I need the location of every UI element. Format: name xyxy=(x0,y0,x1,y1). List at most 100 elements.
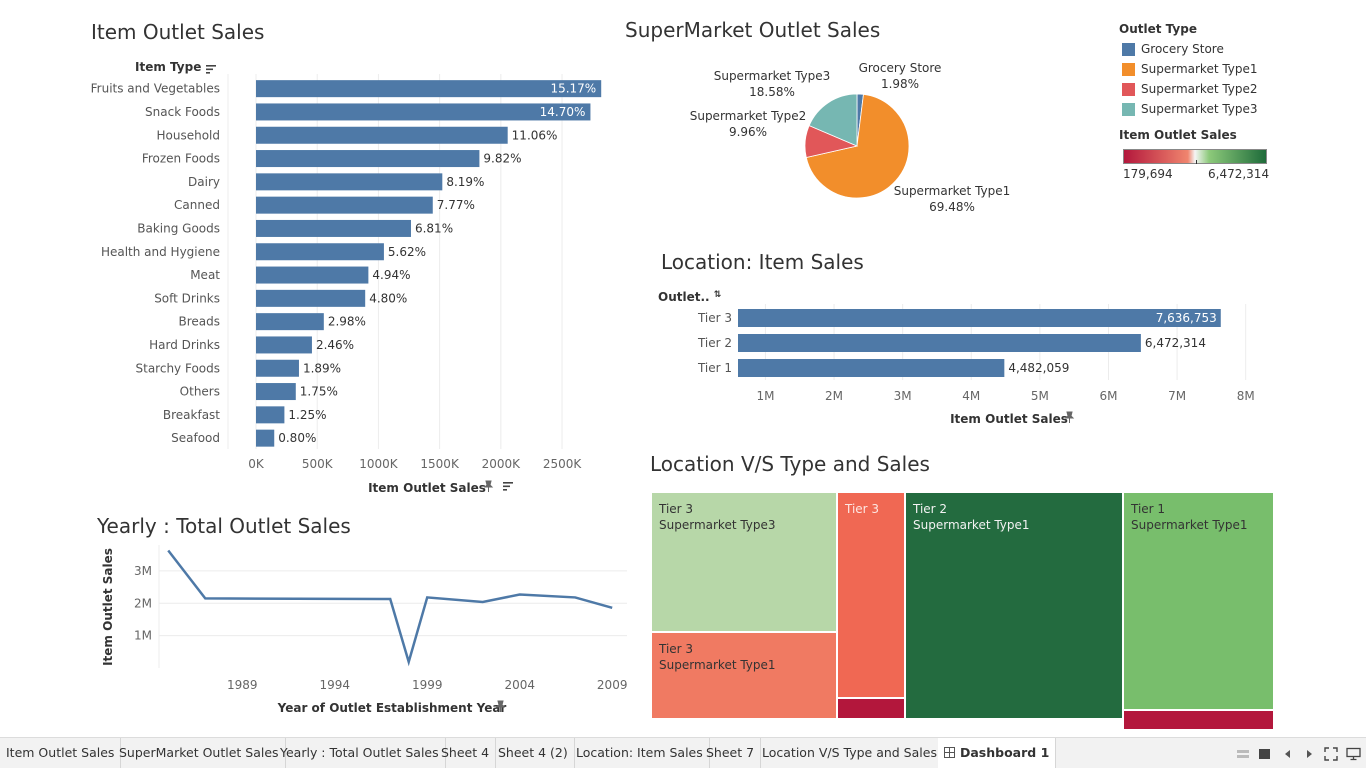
data-label: 14.70% xyxy=(540,105,586,119)
treemap-cell[interactable]: Tier 3 xyxy=(837,492,905,698)
bar[interactable] xyxy=(256,336,312,354)
treemap-cell[interactable]: Tier 3 Supermarket Type3 xyxy=(651,492,837,632)
x-tick-label: 2000K xyxy=(482,457,522,471)
bar[interactable] xyxy=(738,334,1141,352)
treemap-cell[interactable] xyxy=(1123,710,1274,730)
treemap-cell[interactable]: Tier 1 Supermarket Type1 xyxy=(1123,492,1274,710)
data-label: 7.77% xyxy=(437,198,475,212)
sheet-tab-bar: Item Outlet Sales SuperMarket Outlet Sale… xyxy=(0,737,1366,768)
bar[interactable] xyxy=(256,196,433,214)
dashboard-icon xyxy=(944,747,955,758)
bar[interactable] xyxy=(256,126,508,144)
bar[interactable] xyxy=(256,359,299,377)
x-tick-label: 2M xyxy=(825,389,843,403)
pin-icon[interactable] xyxy=(483,480,494,492)
slice-name-label: Supermarket Type1 xyxy=(894,184,1011,198)
slice-percent-label: 9.96% xyxy=(729,125,767,139)
treemap-tier-label: Tier 3 xyxy=(659,502,694,516)
sheet-tab[interactable]: Location V/S Type and Sales xyxy=(756,738,944,768)
bar[interactable] xyxy=(256,173,443,191)
x-axis-title: Item Outlet Sales xyxy=(950,412,1068,426)
treemap-type-label: Supermarket Type3 xyxy=(659,518,776,532)
category-label: Frozen Foods xyxy=(142,152,220,166)
category-label: Meat xyxy=(190,268,220,282)
sheet-tab[interactable]: Sheet 7 xyxy=(700,738,762,768)
bar[interactable] xyxy=(256,383,296,401)
bar[interactable] xyxy=(256,289,366,307)
pie-slice[interactable] xyxy=(808,93,858,147)
y-tick-label: 2M xyxy=(134,596,152,610)
data-label: 15.17% xyxy=(550,82,596,96)
bar[interactable] xyxy=(256,266,369,284)
fullscreen-icon[interactable] xyxy=(1324,746,1338,761)
sheet-tab-label: Item Outlet Sales xyxy=(6,745,115,760)
y-tick-label: 1M xyxy=(134,629,152,643)
legend-label: Grocery Store xyxy=(1141,42,1224,56)
outlet-header[interactable]: Outlet.. ⇅ xyxy=(658,290,721,304)
x-tick-label: 8M xyxy=(1237,389,1255,403)
category-label: Breakfast xyxy=(163,408,220,422)
x-tick-label: 2004 xyxy=(504,678,535,692)
sheet-tab[interactable]: Dashboard 1 xyxy=(938,738,1057,768)
sheet-tab[interactable]: Sheet 4 xyxy=(435,738,497,768)
bar[interactable] xyxy=(256,429,275,447)
item-sales-title: Item Outlet Sales xyxy=(91,20,265,44)
x-tick-label: 0K xyxy=(248,457,265,471)
data-label: 6,472,314 xyxy=(1145,336,1206,350)
y-tick-label: 3M xyxy=(134,564,152,578)
treemap-cell[interactable]: Tier 2 Supermarket Type1 xyxy=(905,492,1123,719)
legend-label: Supermarket Type2 xyxy=(1141,82,1258,96)
sales-line[interactable] xyxy=(167,549,613,667)
bar[interactable] xyxy=(256,219,411,237)
location-sales-title: Location: Item Sales xyxy=(661,250,864,274)
data-label: 2.46% xyxy=(316,338,354,352)
bar[interactable] xyxy=(256,150,480,168)
prev-sheet-icon[interactable] xyxy=(1281,746,1295,760)
sort-icon[interactable] xyxy=(503,482,513,491)
category-label: Starchy Foods xyxy=(136,361,221,375)
category-label: Dairy xyxy=(188,175,220,189)
sheet-tab[interactable]: Sheet 4 (2) xyxy=(492,738,575,768)
data-label: 11.06% xyxy=(512,128,558,142)
data-label: 0.80% xyxy=(278,431,316,445)
legend-label: Supermarket Type1 xyxy=(1141,62,1258,76)
treemap-cell[interactable]: Tier 3 Supermarket Type1 xyxy=(651,632,837,719)
sheet-tab[interactable]: Item Outlet Sales xyxy=(0,738,122,768)
data-label: 6.81% xyxy=(415,221,453,235)
category-label: Tier 1 xyxy=(697,361,732,375)
slice-percent-label: 18.58% xyxy=(749,85,795,99)
bar[interactable] xyxy=(738,359,1005,377)
data-label: 9.82% xyxy=(483,152,521,166)
treemap-cell[interactable] xyxy=(837,698,905,719)
category-label: Tier 3 xyxy=(697,311,732,325)
category-label: Fruits and Vegetables xyxy=(91,82,220,96)
data-label: 5.62% xyxy=(388,245,426,259)
sheet-tab-label: Dashboard 1 xyxy=(960,745,1050,760)
presentation-icon[interactable] xyxy=(1346,746,1361,761)
filmstrip-icon[interactable] xyxy=(1258,746,1272,760)
x-tick-label: 500K xyxy=(302,457,334,471)
sort-icon[interactable] xyxy=(205,63,216,74)
item-type-header[interactable]: Item Type xyxy=(135,60,216,74)
data-label: 4.94% xyxy=(372,268,410,282)
bar[interactable] xyxy=(256,406,285,424)
next-sheet-icon[interactable] xyxy=(1302,746,1316,760)
location-sales-bar-chart: 1M 2M 3M 4M 5M 6M 7M 8M Tier 3 7,636,753 Tier 2 6,4… xyxy=(697,304,1255,426)
bar[interactable] xyxy=(256,80,602,98)
sheet-tab[interactable]: Location: Item Sales xyxy=(570,738,710,768)
pin-icon[interactable] xyxy=(1064,411,1075,423)
sheet-tab[interactable]: SuperMarket Outlet Sales xyxy=(113,738,286,768)
bar[interactable] xyxy=(256,313,324,331)
sheet-tab[interactable]: Yearly : Total Outlet Sales xyxy=(274,738,446,768)
outlet-type-legend-title: Outlet Type xyxy=(1119,22,1197,36)
pin-icon[interactable] xyxy=(495,700,506,712)
x-tick-label: 4M xyxy=(962,389,980,403)
bar[interactable] xyxy=(256,103,591,121)
bar[interactable] xyxy=(738,309,1221,327)
treemap-type-label: Supermarket Type1 xyxy=(1131,518,1248,532)
color-legend-min: 179,694 xyxy=(1123,167,1173,181)
bar[interactable] xyxy=(256,243,384,261)
data-label: 1.75% xyxy=(300,385,338,399)
grid-view-icon[interactable] xyxy=(1236,746,1250,760)
sort-az-icon[interactable]: ⇅ xyxy=(713,290,722,300)
